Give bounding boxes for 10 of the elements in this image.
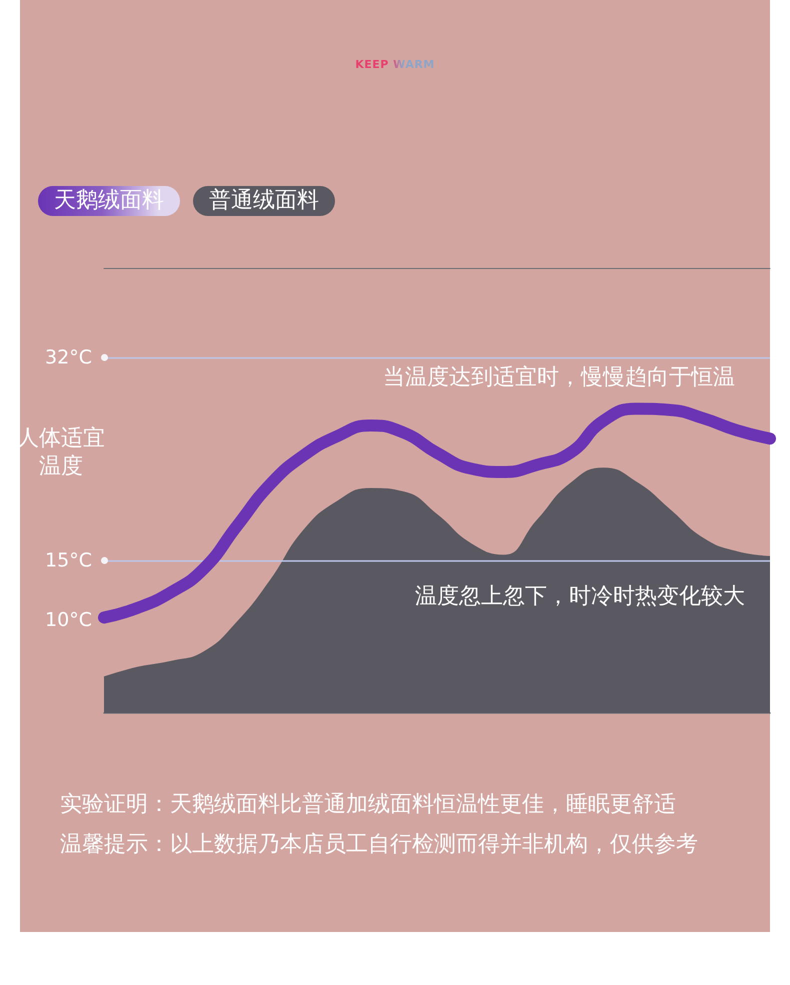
text: 实验证明：天鹅绒面料比普通加绒面料恒温性更佳，睡眠更舒适 [60,791,677,819]
text: 天鹅绒面料 [54,188,164,213]
y-tick-label: 32°C [45,346,92,368]
y-tick-label: 15°C [45,549,92,572]
chart-title: KEEP WARM [355,58,435,71]
text: 温馨提示：以上数据乃本店员工自行检测而得并非机构，仅供参考 [60,831,699,859]
text: 普通绒面料 [209,188,319,213]
annotation: 当温度达到适宜时，慢慢趋向于恒温 [383,365,735,392]
y-tick-label: 10°C [45,608,92,631]
annotation: 温度忽上忽下，时冷时热变化较大 [415,584,745,610]
